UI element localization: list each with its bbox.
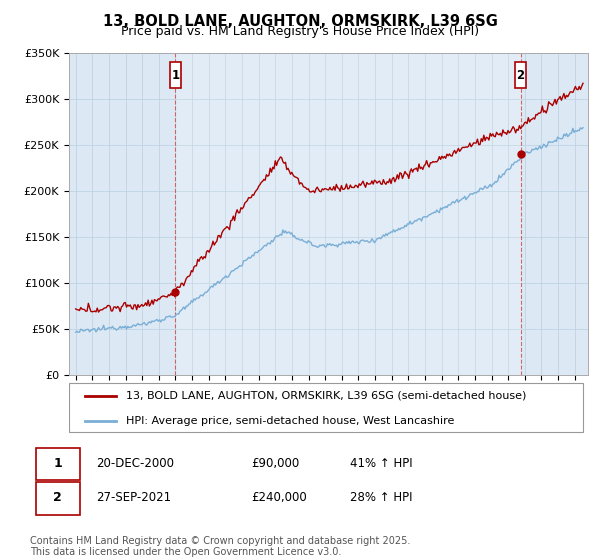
Text: 13, BOLD LANE, AUGHTON, ORMSKIRK, L39 6SG (semi-detached house): 13, BOLD LANE, AUGHTON, ORMSKIRK, L39 6S… — [126, 391, 526, 401]
Text: 20-DEC-2000: 20-DEC-2000 — [96, 457, 174, 470]
Bar — [175, 53, 521, 375]
Text: £90,000: £90,000 — [251, 457, 299, 470]
Text: £240,000: £240,000 — [251, 491, 307, 504]
Text: 1: 1 — [172, 69, 179, 82]
FancyBboxPatch shape — [170, 62, 181, 88]
Text: 27-SEP-2021: 27-SEP-2021 — [96, 491, 172, 504]
Text: Contains HM Land Registry data © Crown copyright and database right 2025.
This d: Contains HM Land Registry data © Crown c… — [30, 535, 410, 557]
FancyBboxPatch shape — [35, 448, 80, 480]
Text: 41% ↑ HPI: 41% ↑ HPI — [350, 457, 413, 470]
FancyBboxPatch shape — [69, 383, 583, 432]
Text: Price paid vs. HM Land Registry's House Price Index (HPI): Price paid vs. HM Land Registry's House … — [121, 25, 479, 38]
Text: 2: 2 — [53, 491, 62, 504]
FancyBboxPatch shape — [35, 482, 80, 515]
Text: 1: 1 — [53, 457, 62, 470]
FancyBboxPatch shape — [515, 62, 526, 88]
Text: 28% ↑ HPI: 28% ↑ HPI — [350, 491, 413, 504]
Text: HPI: Average price, semi-detached house, West Lancashire: HPI: Average price, semi-detached house,… — [126, 416, 454, 426]
Text: 13, BOLD LANE, AUGHTON, ORMSKIRK, L39 6SG: 13, BOLD LANE, AUGHTON, ORMSKIRK, L39 6S… — [103, 14, 497, 29]
Text: 2: 2 — [517, 69, 524, 82]
